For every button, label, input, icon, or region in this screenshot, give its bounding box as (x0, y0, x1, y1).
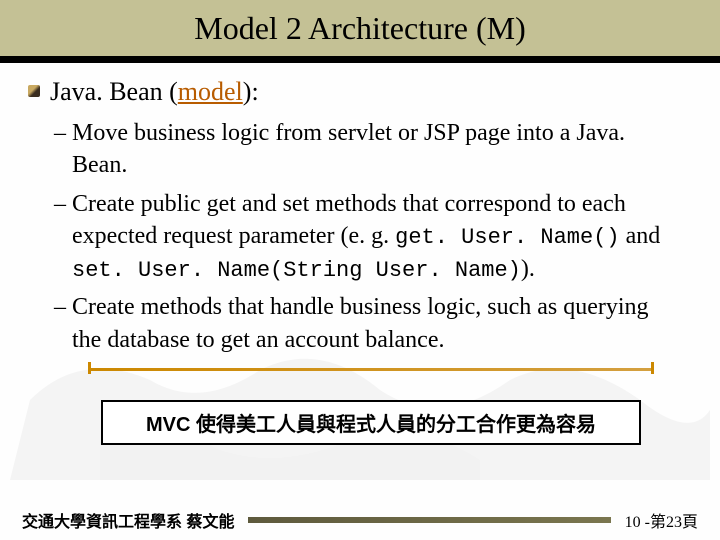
footer-left-text: 交通大學資訊工程學系 蔡文能 (22, 508, 234, 532)
title-bar: Model 2 Architecture (M) (0, 0, 720, 56)
sub-bullet-1: – Move business logic from servlet or JS… (50, 117, 692, 182)
code-get: get. User. Name() (395, 225, 619, 250)
divider-bracket (88, 368, 654, 372)
sub-bullet-2-mid: and (620, 223, 661, 249)
heading-prefix: Java. Bean ( (50, 77, 178, 106)
divider-inner (88, 368, 654, 371)
footer-bar-decor (248, 517, 610, 523)
code-set: set. User. Name(String User. Name) (72, 258, 521, 283)
content-area: Java. Bean (model): – Move business logi… (0, 63, 720, 445)
sub-bullet-3: – Create methods that handle business lo… (50, 291, 692, 356)
dash-icon: – (54, 117, 66, 149)
chinese-note-box: MVC 使得美工人員與程式人員的分工合作更為容易 (101, 400, 641, 445)
chinese-note-text: MVC 使得美工人員與程式人員的分工合作更為容易 (146, 414, 596, 436)
heading-suffix: ): (243, 77, 259, 106)
heading-model-word: model (178, 77, 243, 106)
footer: 交通大學資訊工程學系 蔡文能 10 -第23頁 (0, 508, 720, 532)
sub-bullet-1-text: Move business logic from servlet or JSP … (72, 120, 625, 178)
sub-bullet-2: – Create public get and set methods that… (50, 188, 692, 286)
sub-bullet-2-end: ). (521, 256, 535, 282)
main-heading: Java. Bean (model): (50, 75, 692, 109)
slide-title: Model 2 Architecture (M) (194, 10, 525, 47)
sub-bullet-3-text: Create methods that handle business logi… (72, 294, 649, 352)
footer-page-number: 10 -第23頁 (625, 508, 698, 532)
dash-icon: – (54, 291, 66, 323)
dash-icon: – (54, 188, 66, 220)
title-underline (0, 56, 720, 63)
